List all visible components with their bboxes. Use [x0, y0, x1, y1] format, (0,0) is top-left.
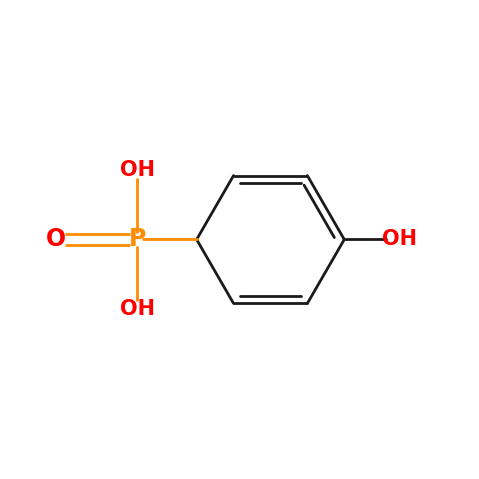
Text: P: P: [128, 228, 146, 251]
Text: OH: OH: [120, 298, 155, 319]
Text: O: O: [46, 228, 66, 251]
Text: OH: OH: [120, 160, 155, 181]
Text: OH: OH: [382, 229, 417, 250]
